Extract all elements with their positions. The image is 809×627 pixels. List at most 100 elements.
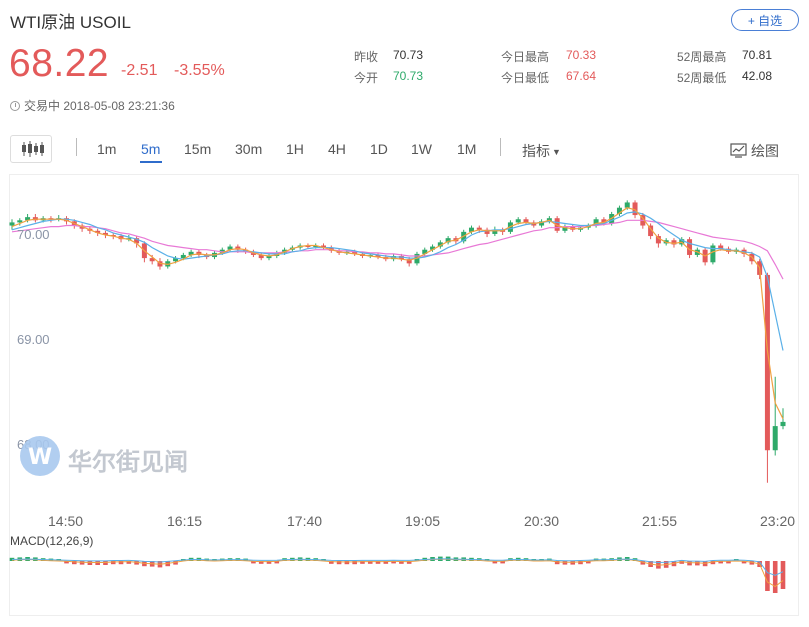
- timeframe-4h[interactable]: 4H: [328, 141, 346, 157]
- price-chart-panel[interactable]: [9, 174, 799, 616]
- macd-bar: [749, 561, 755, 565]
- trading-status-text: 交易中 2018-05-08 23:21:36: [24, 99, 175, 113]
- indicator-dropdown[interactable]: 指标 ▼: [522, 141, 561, 161]
- open-label: 今开: [354, 71, 379, 85]
- y-tick-label: 70.00: [17, 227, 50, 242]
- macd-bar: [640, 561, 646, 565]
- timeframe-1d[interactable]: 1D: [370, 141, 388, 157]
- macd-bar: [406, 561, 412, 564]
- week52-low-label: 52周最低: [677, 71, 727, 85]
- x-tick-label: 23:20: [760, 513, 796, 529]
- macd-bar: [562, 561, 568, 565]
- candle: [9, 219, 15, 230]
- candle: [258, 252, 264, 261]
- x-tick-label: 20:30: [524, 513, 560, 529]
- macd-bar: [718, 561, 723, 564]
- draw-tool-button[interactable]: 绘图: [730, 141, 779, 161]
- macd-bar: [336, 561, 342, 565]
- candle: [56, 215, 62, 222]
- macd-bar: [360, 561, 365, 564]
- prev-close-value: 70.73: [393, 48, 424, 62]
- candle: [445, 236, 451, 245]
- watermark-text: 华尔街见闻: [68, 447, 188, 476]
- macd-bar: [367, 561, 373, 564]
- macd-bar: [266, 561, 272, 564]
- macd-bar: [383, 561, 389, 564]
- macd-bar: [741, 561, 747, 564]
- candle: [764, 272, 770, 483]
- timeframe-5m[interactable]: 5m: [141, 141, 161, 157]
- macd-bar: [726, 561, 731, 564]
- candle: [616, 205, 622, 217]
- candle: [266, 253, 272, 261]
- candle: [437, 240, 443, 249]
- candle: [710, 243, 716, 265]
- draw-chart-icon: [730, 143, 747, 158]
- candle: [32, 214, 38, 223]
- candlestick-icon: [22, 141, 44, 157]
- macd-bar: [329, 561, 334, 564]
- timeframe-1m[interactable]: 1m: [97, 141, 117, 157]
- indicator-label: 指标: [522, 143, 550, 159]
- macd-bar: [710, 561, 716, 565]
- x-tick-label: 19:05: [405, 513, 441, 529]
- candle: [188, 249, 194, 258]
- candle: [375, 252, 381, 260]
- candle: [687, 237, 693, 259]
- ma-lines-group: [11, 207, 784, 420]
- week52-high-value: 70.81: [742, 48, 773, 62]
- candle: [772, 376, 778, 456]
- candle: [562, 224, 568, 233]
- candle: [468, 225, 474, 234]
- macd-bar: [126, 561, 132, 564]
- x-tick-label: 16:15: [167, 513, 203, 529]
- macd-bar: [134, 561, 139, 565]
- macd-bar: [118, 561, 124, 565]
- svg-text:W: W: [28, 445, 52, 470]
- macd-bar: [780, 561, 786, 589]
- candle: [539, 219, 545, 228]
- timeframe-1m-month[interactable]: 1M: [457, 141, 477, 157]
- x-tick-label: 17:40: [287, 513, 323, 529]
- macd-group: [9, 556, 786, 593]
- macd-bar: [87, 561, 93, 565]
- toolbar-divider: [500, 138, 501, 156]
- macd-bar: [72, 561, 77, 565]
- macd-bar: [274, 561, 280, 564]
- macd-bar: [375, 561, 381, 564]
- candle: [655, 233, 661, 248]
- timeframe-30m[interactable]: 30m: [235, 141, 263, 157]
- chart-type-button[interactable]: [10, 135, 52, 163]
- candle: [25, 214, 31, 223]
- open-value: 70.73: [393, 69, 424, 83]
- macd-bar: [500, 561, 505, 564]
- add-to-watchlist-button[interactable]: + 自选: [731, 9, 799, 31]
- macd-bar: [586, 561, 591, 564]
- prev-close-label: 昨收: [354, 50, 379, 64]
- x-tick-label: 21:55: [642, 513, 678, 529]
- timeframe-1w[interactable]: 1W: [411, 141, 432, 157]
- y-tick-label: 69.00: [17, 332, 50, 347]
- caret-down-icon: ▼: [552, 147, 561, 157]
- instrument-title: WTI原油 USOIL: [10, 13, 131, 32]
- macd-bar: [391, 561, 396, 564]
- macd-dea-line: [11, 558, 784, 576]
- x-tick-label: 14:50: [48, 513, 84, 529]
- day-high-value: 70.33: [566, 48, 597, 62]
- macd-dif-line: [11, 558, 784, 588]
- macd-bar: [251, 561, 256, 564]
- day-high-label: 今日最高: [501, 50, 550, 64]
- timeframe-15m[interactable]: 15m: [184, 141, 212, 157]
- candle: [430, 244, 436, 252]
- watermark-logo-icon: W: [20, 436, 60, 476]
- candle: [523, 217, 529, 225]
- candle: [484, 227, 490, 238]
- draw-label: 绘图: [751, 143, 779, 159]
- timeframe-1h[interactable]: 1H: [286, 141, 304, 157]
- candle: [648, 223, 654, 240]
- price-change: -2.51: [121, 62, 158, 79]
- last-price: 68.22: [9, 42, 110, 85]
- macd-bar: [772, 561, 778, 593]
- macd-bar: [344, 561, 350, 565]
- macd-bar: [352, 561, 357, 565]
